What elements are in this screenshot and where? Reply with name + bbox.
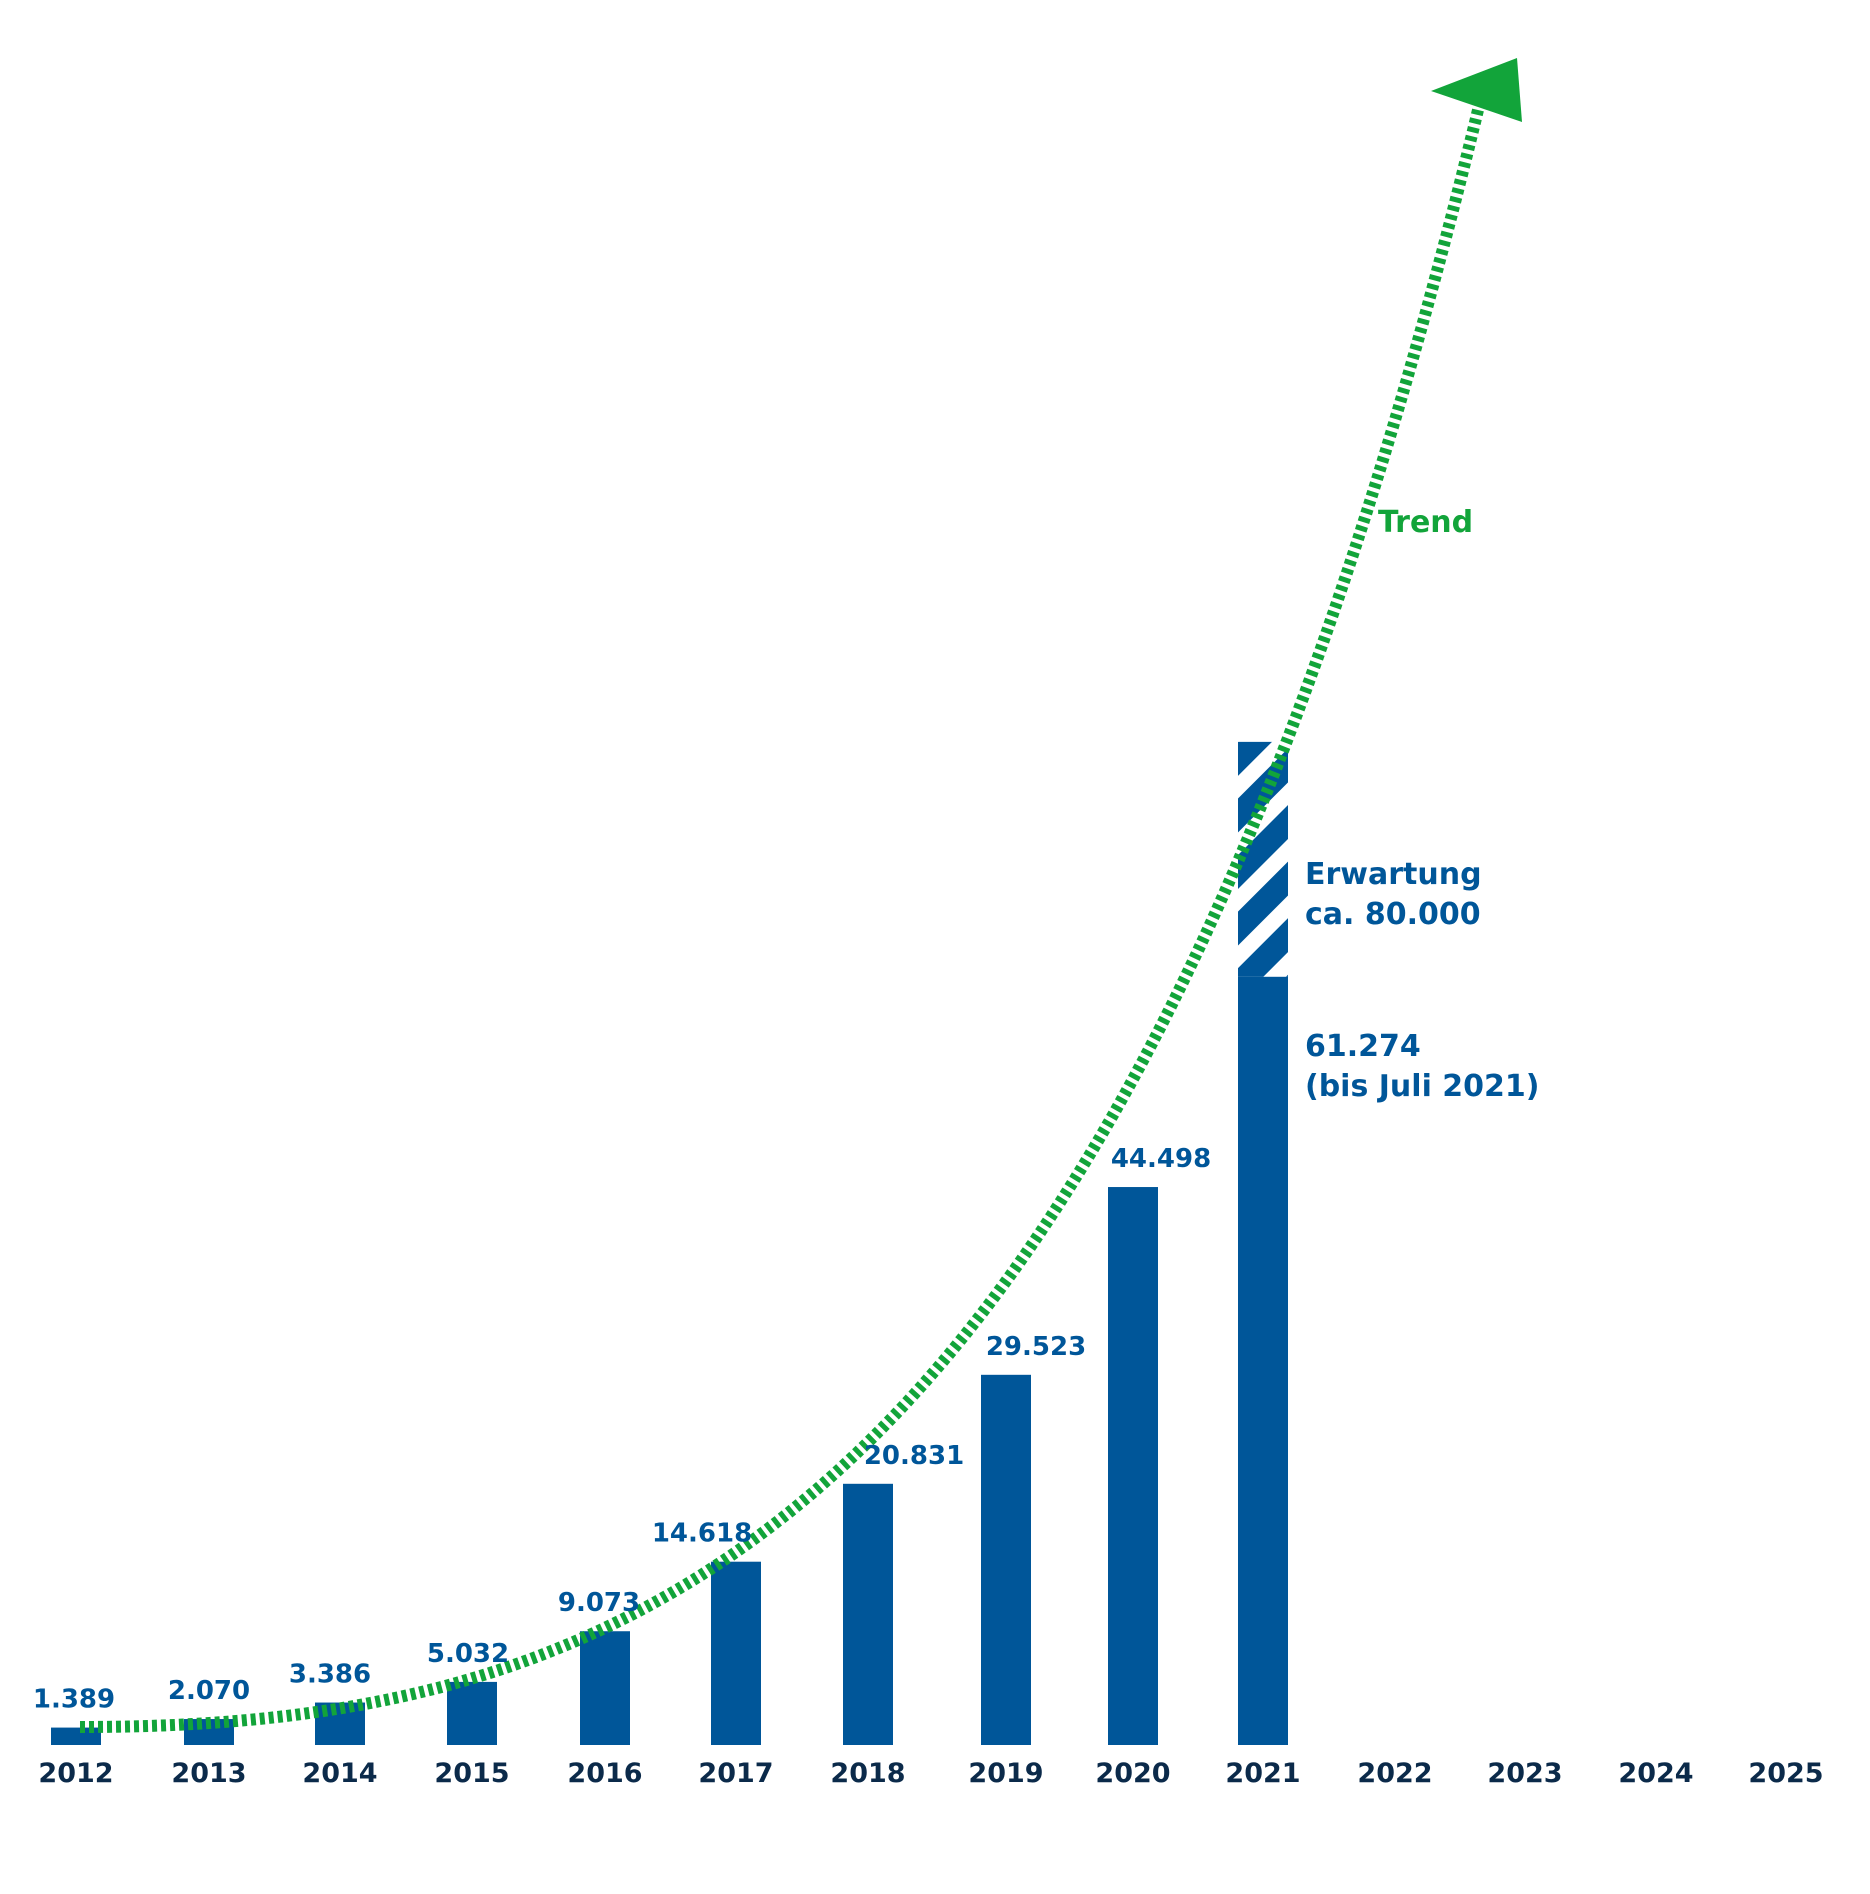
bar (51, 1727, 101, 1745)
value-label: 3.386 (289, 1660, 371, 1690)
x-tick-label: 2012 (38, 1758, 113, 1789)
x-tick-label: 2020 (1095, 1758, 1170, 1789)
value-label: 14.618 (652, 1519, 752, 1549)
value-label: 29.523 (986, 1332, 1086, 1362)
value-label: 1.389 (33, 1685, 115, 1715)
x-tick-label: 2016 (567, 1758, 642, 1789)
value-label: 9.073 (558, 1588, 640, 1618)
bars (51, 741, 1288, 1745)
bar (1238, 976, 1288, 1745)
value-label: 5.032 (427, 1639, 509, 1669)
trend-arrowhead (1431, 58, 1522, 122)
trend-series (79, 58, 1522, 1733)
x-tick-label: 2019 (968, 1758, 1043, 1789)
x-tick-label: 2015 (434, 1758, 509, 1789)
value-labels: 1.389 2.070 3.386 5.032 9.073 14.618 20.831 29.… (33, 1144, 1211, 1715)
x-tick-label: 2025 (1748, 1758, 1823, 1789)
x-tick-label: 2017 (698, 1758, 773, 1789)
value-label: 2.070 (168, 1676, 250, 1706)
x-tick-label: 2014 (302, 1758, 377, 1789)
actual-label-line2: (bis Juli 2021) (1305, 1069, 1540, 1104)
x-tick-label: 2013 (171, 1758, 246, 1789)
bar (580, 1631, 630, 1745)
expectation-label-line2: ca. 80.000 (1305, 897, 1481, 932)
bar (981, 1374, 1031, 1745)
x-tick-label: 2021 (1225, 1758, 1300, 1789)
x-tick-label: 2022 (1357, 1758, 1432, 1789)
expectation-label-line1: Erwartung (1305, 857, 1482, 892)
x-tick-label: 2023 (1487, 1758, 1562, 1789)
bar (1108, 1187, 1158, 1745)
x-tick-label: 2018 (830, 1758, 905, 1789)
trend-line (79, 108, 1484, 1733)
actual-label-line1: 61.274 (1305, 1029, 1421, 1064)
value-label: 44.498 (1111, 1144, 1211, 1174)
trend-label: Trend (1378, 505, 1473, 540)
bar (447, 1681, 497, 1745)
bar (711, 1561, 761, 1745)
x-tick-label: 2024 (1618, 1758, 1693, 1789)
bar (843, 1483, 893, 1745)
expected-bar-segment (1238, 741, 1288, 977)
value-label: 20.831 (864, 1441, 964, 1471)
x-axis-ticks: 2012 2013 2014 2015 2016 2017 2018 2019 2020 2021… (38, 1758, 1823, 1789)
